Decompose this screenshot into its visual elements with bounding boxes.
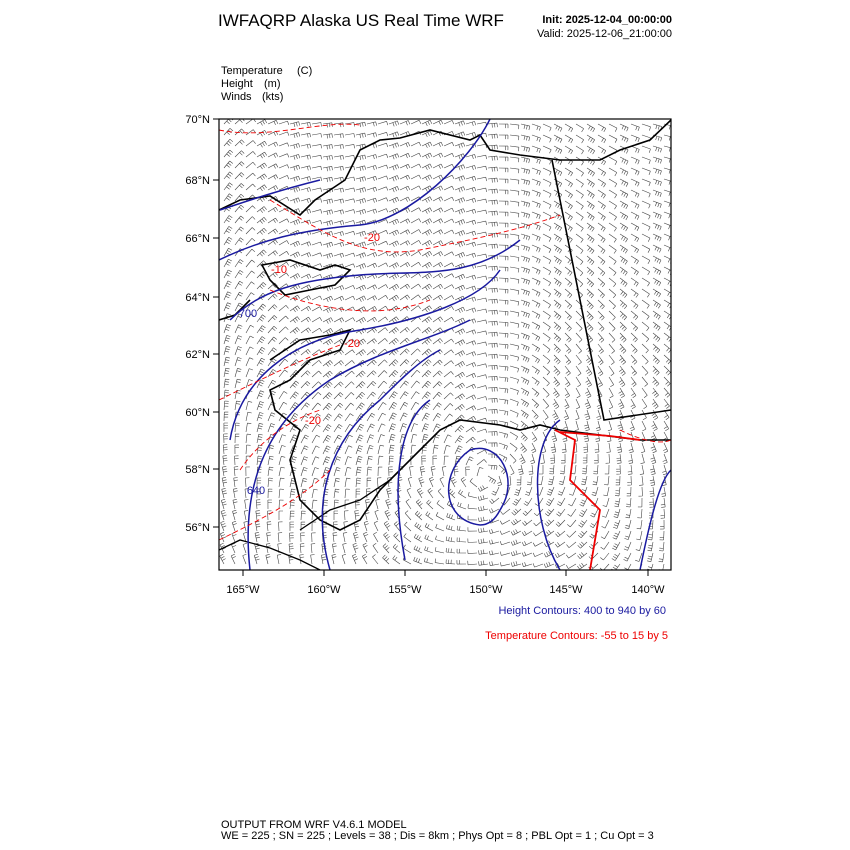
footer-line: OUTPUT FROM WRF V4.6.1 MODEL	[221, 819, 407, 831]
valid-time: Valid: 2025-12-06_21:00:00	[537, 28, 672, 40]
contour-label: -20	[305, 415, 321, 427]
field-unit: (m)	[264, 78, 281, 90]
border-line	[554, 429, 641, 570]
lat-label: 64°N	[185, 292, 210, 304]
temperature-contour	[219, 123, 671, 570]
lon-label: 155°W	[388, 584, 422, 596]
lon-label: 165°W	[226, 584, 260, 596]
map-frame	[218, 118, 672, 571]
lat-label: 60°N	[185, 407, 210, 419]
coastline	[219, 469, 401, 570]
lon-label: 150°W	[469, 584, 503, 596]
lat-label: 68°N	[185, 175, 210, 187]
field-unit: (C)	[297, 65, 312, 77]
lat-label: 62°N	[185, 349, 210, 361]
contour-label: -20	[344, 338, 360, 350]
wind-barbs	[219, 119, 671, 570]
contour-label: 700	[239, 308, 257, 320]
contour-label: 640	[247, 485, 265, 497]
lon-label: 160°W	[307, 584, 341, 596]
lat-label: 70°N	[185, 114, 210, 126]
contour-label: -10	[271, 264, 287, 276]
init-time: Init: 2025-12-04_00:00:00	[542, 14, 672, 26]
lat-label: 56°N	[185, 522, 210, 534]
field-unit: (kts)	[262, 91, 283, 103]
lon-label: 145°W	[549, 584, 583, 596]
height-contour	[219, 119, 671, 570]
footer-line: WE = 225 ; SN = 225 ; Levels = 38 ; Dis …	[221, 830, 654, 842]
field-name: Temperature	[221, 65, 283, 77]
lat-label: 58°N	[185, 464, 210, 476]
lon-label: 140°W	[631, 584, 665, 596]
field-name: Winds	[221, 91, 252, 103]
coastline	[219, 119, 671, 531]
temperature-note: Temperature Contours: -55 to 15 by 5	[485, 630, 668, 642]
map-area	[219, 119, 671, 570]
lat-label: 66°N	[185, 233, 210, 245]
title: IWFAQRP Alaska US Real Time WRF	[218, 11, 504, 30]
contour-label: -20	[364, 232, 380, 244]
field-name: Height	[221, 78, 253, 90]
height-note: Height Contours: 400 to 940 by 60	[498, 605, 666, 617]
